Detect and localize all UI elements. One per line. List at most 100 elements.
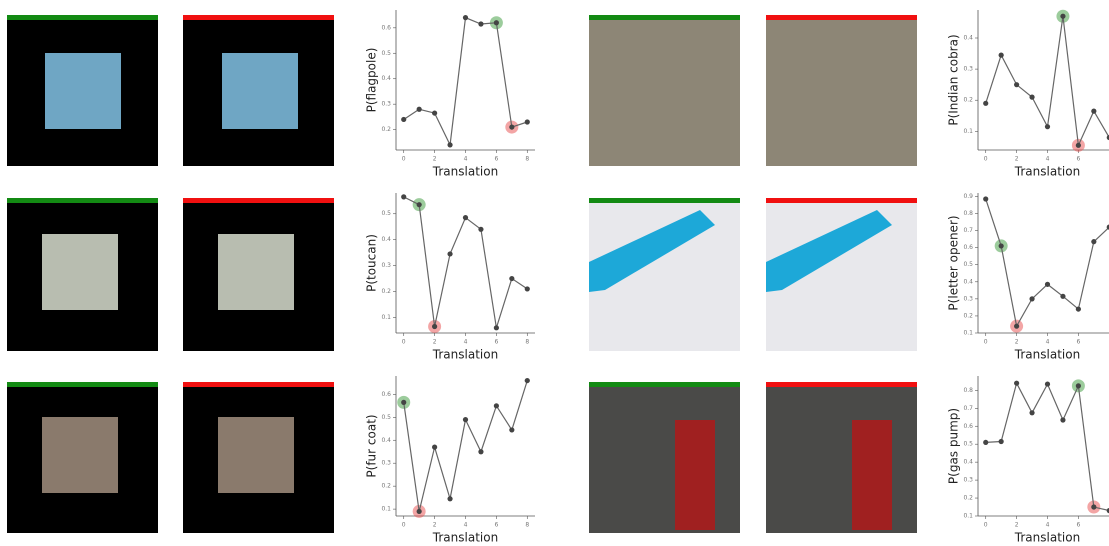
data-point	[524, 119, 530, 125]
data-point	[1044, 124, 1051, 130]
y-tick-label: 0.5	[381, 210, 391, 217]
y-tick-label: 0.1	[381, 314, 391, 321]
x-tick-label: 2	[1015, 522, 1019, 529]
y-axis-label: P(toucan)	[365, 234, 379, 292]
y-tick-label: 0.2	[381, 483, 391, 490]
y-tick-label: 0.1	[963, 513, 973, 520]
x-tick-label: 4	[464, 522, 468, 529]
x-tick-label: 2	[433, 156, 437, 163]
y-tick-label: 0.5	[963, 261, 973, 268]
image-content	[45, 53, 121, 129]
image-content	[675, 420, 715, 530]
green-bar	[589, 198, 740, 203]
image-content	[218, 417, 294, 493]
chart: 0.1 0.2 0.3 0.4 0.5 0.6 0 2 4 6 8 Translation P(fur …	[365, 376, 535, 545]
y-tick-label: 0.5	[963, 441, 973, 448]
green-bar	[589, 15, 740, 20]
y-tick-label: 0.3	[381, 460, 391, 467]
data-point	[524, 377, 530, 384]
data-point	[1060, 293, 1066, 299]
data-point	[1106, 134, 1109, 141]
x-tick-label: 4	[464, 156, 468, 163]
data-point	[462, 215, 469, 221]
x-axis-label: Translation	[1014, 348, 1080, 362]
data-point	[1091, 239, 1097, 245]
data-point	[509, 427, 515, 433]
y-tick-label: 0.2	[381, 126, 391, 133]
x-tick-label: 8	[525, 156, 529, 163]
chart: 0.1 0.2 0.3 0.4 0.5 0 2 4 6 8 Translation P(toucan)	[365, 193, 535, 362]
data-point	[447, 251, 453, 257]
y-tick-label: 0.4	[381, 437, 391, 444]
image-row	[7, 15, 917, 166]
data-line	[403, 380, 528, 512]
chart: 0.1 0.2 0.3 0.4 0.5 0.6 0.7 0.8 0.9 0 2 4 6 Translati…	[947, 193, 1109, 362]
y-tick-label: 0.8	[963, 387, 973, 394]
data-line	[985, 381, 1109, 512]
x-tick-label: 6	[494, 522, 498, 529]
y-tick-label: 0.4	[963, 459, 973, 466]
data-point	[416, 106, 422, 112]
data-point	[998, 52, 1004, 58]
x-tick-label: 0	[984, 339, 988, 346]
y-tick-label: 0.6	[963, 423, 973, 430]
data-point	[447, 142, 453, 148]
y-axis-label: P(fur coat)	[365, 414, 379, 477]
data-point	[983, 196, 989, 202]
x-tick-label: 6	[1076, 339, 1080, 346]
x-tick-label: 8	[525, 522, 529, 529]
y-tick-label: 0.3	[381, 262, 391, 269]
red-bar	[766, 198, 917, 203]
y-tick-label: 0.8	[963, 210, 973, 217]
x-tick-label: 0	[402, 156, 406, 163]
image-content	[852, 420, 892, 530]
data-point	[998, 438, 1004, 445]
data-point	[983, 100, 989, 106]
x-tick-label: 6	[1076, 156, 1080, 163]
data-point	[1044, 381, 1051, 387]
image-row	[7, 198, 917, 351]
data-line	[985, 198, 1109, 328]
data-point	[1014, 82, 1020, 88]
data-point	[401, 194, 407, 200]
y-tick-label: 0.6	[963, 244, 973, 251]
red-bar	[183, 382, 334, 387]
x-tick-label: 2	[1015, 156, 1019, 163]
y-tick-label: 0.3	[381, 101, 391, 108]
data-point	[1044, 281, 1051, 287]
x-tick-label: 0	[402, 522, 406, 529]
y-tick-label: 0.1	[381, 506, 391, 513]
y-tick-label: 0.4	[381, 236, 391, 243]
data-point	[1106, 508, 1109, 514]
y-axis-label: P(flagpole)	[365, 48, 379, 113]
y-tick-label: 0.1	[963, 330, 973, 337]
x-tick-label: 0	[984, 156, 988, 163]
y-tick-label: 0.9	[963, 193, 973, 200]
data-point	[493, 403, 499, 409]
data-point	[401, 116, 407, 123]
data-point	[1075, 383, 1081, 389]
chart: 0.1 0.2 0.3 0.4 0 2 4 6 Translation P(Indian cobr…	[947, 9, 1109, 179]
data-point	[493, 325, 499, 331]
y-tick-label: 0.4	[381, 75, 391, 82]
x-tick-label: 0	[402, 339, 406, 346]
y-tick-label: 0.2	[963, 312, 973, 319]
image	[589, 387, 740, 533]
data-point	[1075, 306, 1081, 312]
data-point	[998, 243, 1004, 249]
y-tick-label: 0.3	[963, 477, 973, 484]
y-tick-label: 0.5	[381, 414, 391, 421]
x-tick-label: 4	[1046, 339, 1050, 346]
data-point	[432, 323, 438, 330]
green-bar	[7, 382, 158, 387]
red-bar	[766, 15, 917, 20]
x-tick-label: 6	[494, 339, 498, 346]
x-tick-label: 2	[1015, 339, 1019, 346]
y-tick-label: 0.1	[963, 128, 973, 135]
x-tick-label: 8	[525, 339, 529, 346]
data-point	[478, 226, 484, 232]
image-content	[222, 53, 298, 129]
data-point	[447, 496, 453, 502]
data-point	[493, 20, 499, 26]
data-point	[1029, 296, 1035, 302]
